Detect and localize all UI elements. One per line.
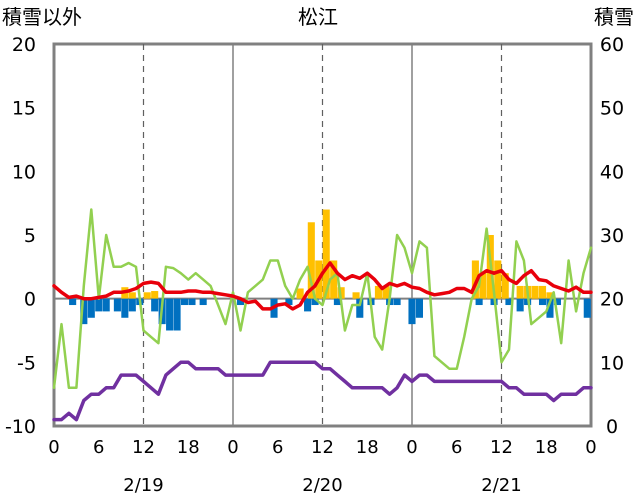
right-tick-label: 30 bbox=[600, 225, 624, 247]
orange_bars-bar bbox=[531, 285, 539, 299]
blue_bars-bar bbox=[311, 298, 319, 306]
blue_bars-bar bbox=[236, 298, 245, 306]
orange_bars-bar bbox=[501, 273, 509, 299]
orange_bars-bar bbox=[330, 260, 338, 299]
hour-tick-label: 0 bbox=[48, 437, 59, 458]
green_line-series bbox=[52, 208, 593, 390]
red_line-series bbox=[52, 261, 593, 311]
chart-title: 松江 bbox=[298, 5, 338, 29]
hour-tick-label: 12 bbox=[490, 437, 513, 458]
blue_bars-bar bbox=[199, 298, 207, 306]
left-tick-label: 0 bbox=[24, 289, 36, 311]
blue_bars-bar bbox=[408, 298, 416, 325]
hour-tick-label: 0 bbox=[406, 437, 417, 458]
hour-tick-label: 18 bbox=[177, 437, 200, 458]
blue_bars-bar bbox=[173, 298, 181, 331]
date-label: 2/21 bbox=[481, 475, 521, 496]
blue_bars-bar bbox=[128, 298, 136, 312]
blue_bars-bar bbox=[333, 298, 341, 306]
blue_bars-bar bbox=[475, 298, 483, 306]
left-tick-labels: -10 -5 0 5 10 15 20 bbox=[5, 34, 36, 438]
orange_bars-bar bbox=[352, 292, 360, 299]
orange_bars-bar bbox=[374, 285, 382, 299]
right-tick-label: 0 bbox=[606, 416, 618, 438]
left-tick-label: 10 bbox=[12, 161, 36, 183]
blue_bars-bar bbox=[121, 298, 129, 318]
right-axis-label: 積雪 bbox=[594, 5, 634, 29]
hour-tick-label: 6 bbox=[93, 437, 104, 458]
purple_line-series bbox=[52, 360, 593, 422]
hour-tick-label: 6 bbox=[272, 437, 283, 458]
hour-tick-label: 18 bbox=[535, 437, 558, 458]
plot-area bbox=[52, 42, 593, 428]
blue_bars-bar bbox=[516, 298, 524, 312]
orange_bars-bar bbox=[307, 222, 315, 299]
date-label: 2/20 bbox=[302, 475, 342, 496]
date-label: 2/19 bbox=[123, 475, 163, 496]
blue_bars-bar bbox=[87, 298, 95, 318]
orange_bars-bar bbox=[151, 291, 159, 299]
hour-tick-label: 6 bbox=[451, 437, 462, 458]
hour-tick-label: 12 bbox=[132, 437, 155, 458]
right-tick-label: 20 bbox=[600, 289, 624, 311]
blue_bars-bar bbox=[538, 298, 547, 306]
orange_bars-bar bbox=[296, 288, 304, 299]
blue_bars-bar bbox=[69, 298, 77, 306]
right-tick-label: 50 bbox=[600, 98, 624, 120]
blue_bars-bar bbox=[95, 298, 103, 312]
hour-tick-label: 12 bbox=[311, 437, 334, 458]
orange_bars-bar bbox=[546, 292, 554, 299]
left-axis-label: 積雪以外 bbox=[2, 5, 82, 29]
blue_bars-bar bbox=[553, 298, 561, 306]
left-tick-label: 15 bbox=[12, 98, 36, 120]
blue_bars-bar bbox=[180, 298, 189, 306]
right-tick-label: 60 bbox=[600, 34, 624, 56]
hour-tick-label: 18 bbox=[356, 437, 379, 458]
blue_bars-bar bbox=[166, 298, 174, 331]
right-tick-label: 10 bbox=[600, 352, 624, 374]
blue_bars-bar bbox=[356, 298, 364, 318]
blue_bars-bar bbox=[188, 298, 196, 306]
left-tick-label: -10 bbox=[5, 416, 36, 438]
right-tick-labels: 0 10 20 30 40 50 60 bbox=[600, 34, 624, 438]
orange_bars-bar bbox=[494, 260, 502, 299]
hour-tick-label: 0 bbox=[585, 437, 596, 458]
blue_bars-bar bbox=[151, 298, 159, 312]
orange_bars-bar bbox=[516, 285, 524, 299]
blue_bars-bar bbox=[80, 298, 88, 325]
right-tick-label: 40 bbox=[600, 161, 624, 183]
orange_bars-bar bbox=[538, 285, 547, 299]
hour-tick-labels: 0 6 12 18 0 6 12 18 0 6 12 18 0 bbox=[48, 437, 596, 458]
orange_bars-bar bbox=[479, 273, 487, 299]
blue_bars-bar bbox=[304, 298, 312, 312]
hour-tick-label: 0 bbox=[227, 437, 238, 458]
orange_bars-bar bbox=[382, 285, 390, 299]
blue_bars-bar bbox=[285, 298, 293, 306]
left-tick-label: -5 bbox=[17, 352, 36, 374]
orange_bars-bar bbox=[143, 292, 151, 299]
blue_bars-bar bbox=[113, 298, 121, 312]
date-labels: 2/19 2/20 2/21 bbox=[123, 475, 521, 496]
blue_bars-bar bbox=[546, 298, 554, 318]
blue_bars-bar bbox=[102, 298, 110, 312]
orange_bars-bar bbox=[471, 260, 479, 299]
blue_bars-bar bbox=[415, 298, 424, 318]
left-tick-label: 5 bbox=[24, 225, 36, 247]
blue_bars-bar bbox=[393, 298, 401, 306]
blue_bars-bar bbox=[583, 298, 591, 318]
orange_bars-bar bbox=[128, 292, 136, 299]
blue_bars-bar bbox=[505, 298, 513, 306]
left-tick-label: 20 bbox=[12, 34, 36, 56]
orange_bars-bar bbox=[322, 209, 330, 299]
